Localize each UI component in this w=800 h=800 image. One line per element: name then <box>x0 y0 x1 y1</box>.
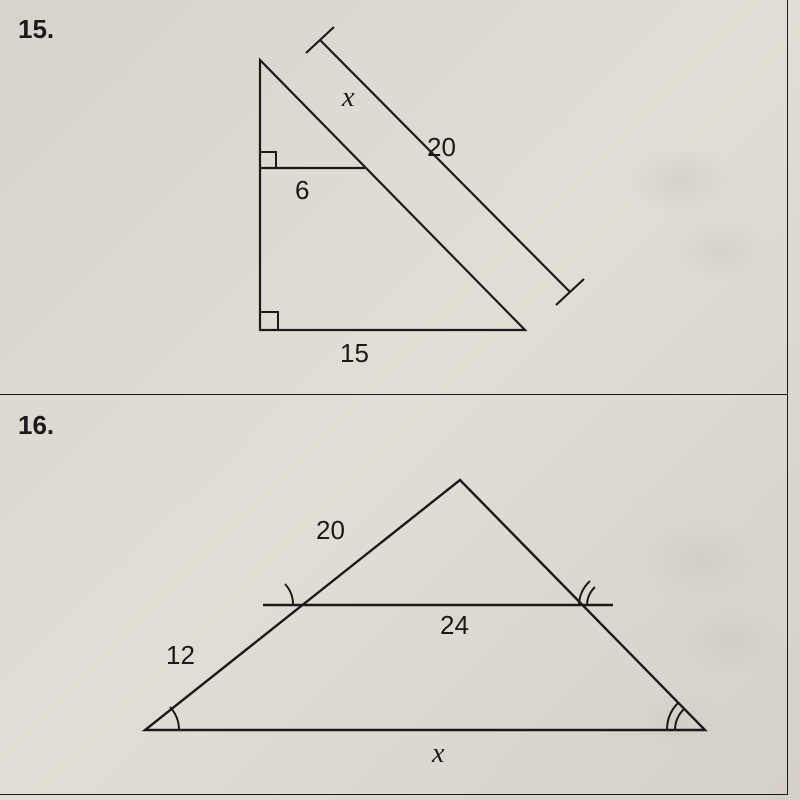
label-x-16: x <box>432 738 444 770</box>
label-20-16: 20 <box>316 515 345 546</box>
problem-16-diagram <box>0 0 800 800</box>
label-24-16: 24 <box>440 610 469 641</box>
label-12-16: 12 <box>166 640 195 671</box>
